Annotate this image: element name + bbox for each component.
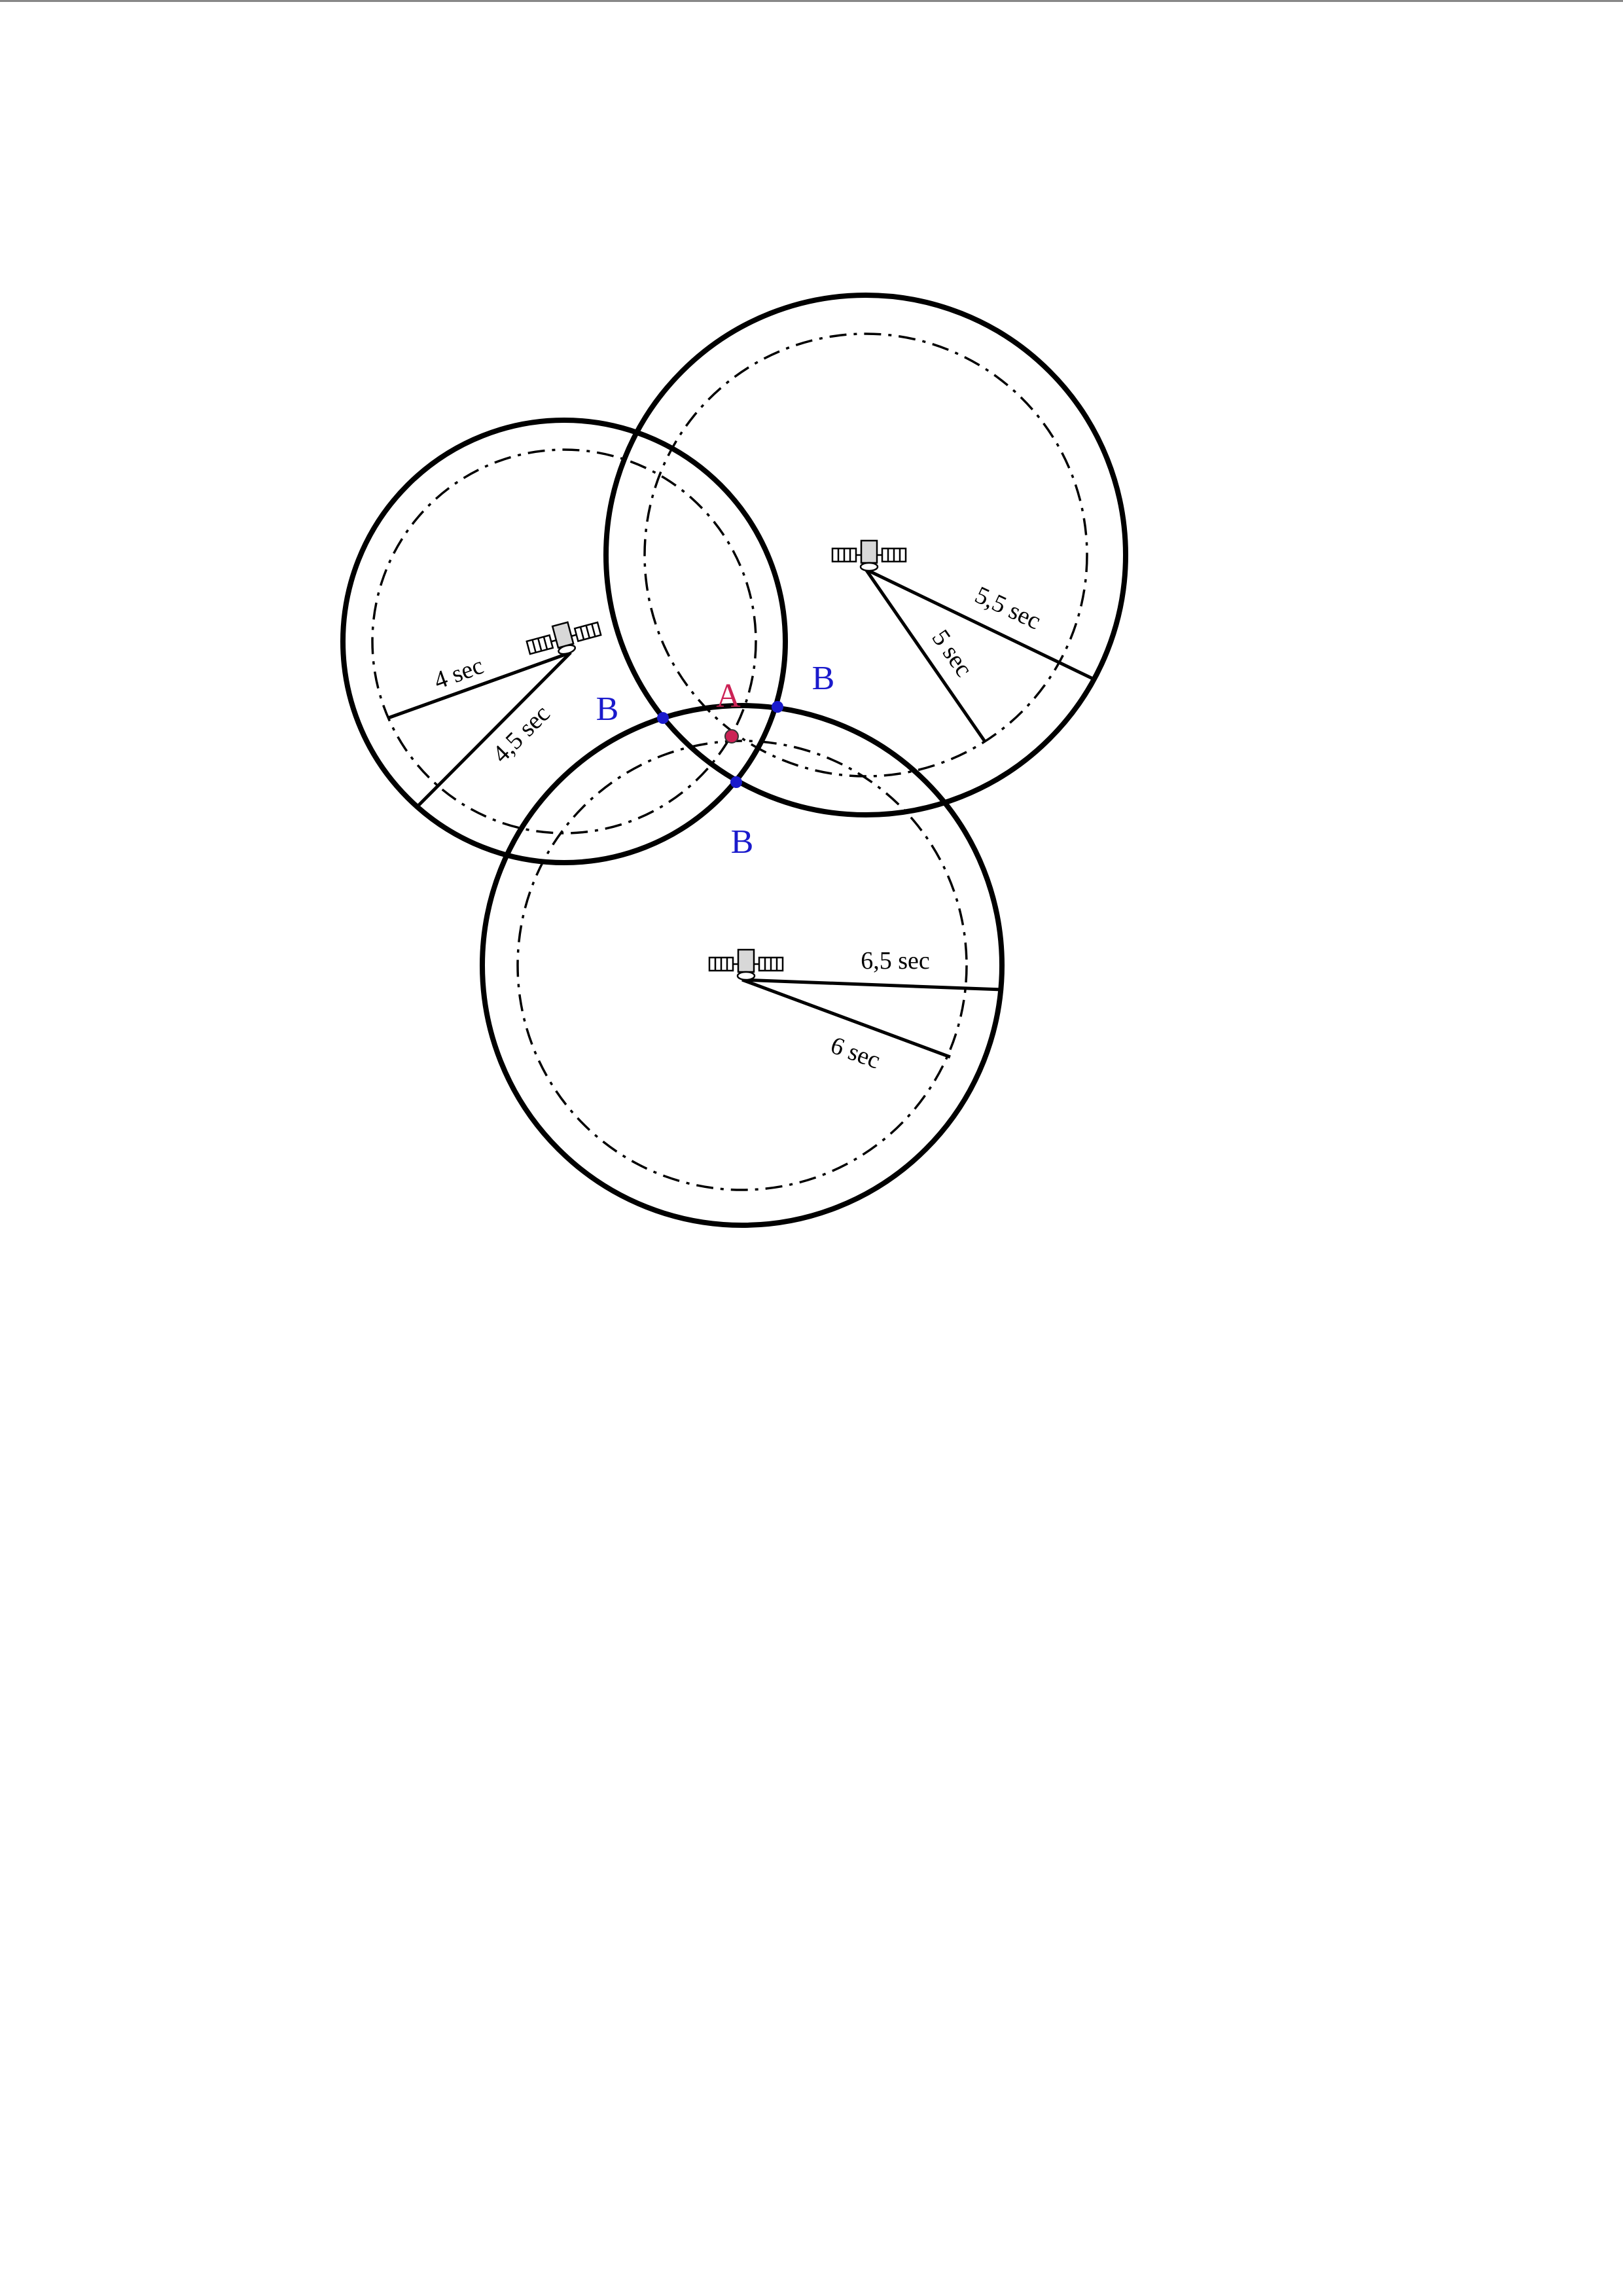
true-position-point-a — [724, 729, 739, 744]
intersection-point-b-left — [657, 712, 669, 724]
inner-circle-bottom — [516, 740, 968, 1191]
label-right-inner: 5 sec — [927, 625, 978, 682]
radius-line-left-inner — [387, 651, 571, 720]
label-point-b-left: B — [596, 691, 619, 728]
true-position: A — [716, 677, 741, 744]
label-bottom-outer: 6,5 sec — [861, 947, 930, 975]
satellite-left-group: 4 sec 4,5 sec — [340, 418, 788, 865]
label-point-b-bottom: B — [731, 823, 754, 861]
radius-line-bottom-inner — [741, 978, 951, 1059]
label-bottom-inner: 6 sec — [827, 1031, 884, 1075]
intersection-point-b-right — [772, 701, 783, 713]
intersection-points: B B B — [596, 660, 835, 861]
outer-circle-left — [340, 418, 788, 865]
page-top-border — [0, 0, 1623, 2]
radius-line-right-outer — [865, 567, 1094, 681]
inner-circle-right — [643, 332, 1088, 778]
satellite-icon — [708, 948, 784, 981]
inner-circle-left — [371, 448, 757, 834]
radius-line-bottom-outer — [741, 978, 1002, 992]
outer-circle-right — [603, 293, 1128, 817]
radius-line-left-outer — [418, 651, 572, 806]
intersection-point-b-bottom — [730, 776, 742, 788]
satellite-icon — [831, 539, 907, 572]
radius-line-right-inner — [864, 568, 987, 743]
label-left-inner: 4 sec — [431, 652, 488, 695]
label-point-b-right: B — [812, 660, 835, 697]
outer-circle-bottom — [480, 703, 1005, 1228]
label-point-a: A — [716, 677, 741, 715]
label-left-outer: 4,5 sec — [487, 700, 555, 768]
satellite-bottom-group: 6,5 sec 6 sec — [480, 703, 1005, 1228]
